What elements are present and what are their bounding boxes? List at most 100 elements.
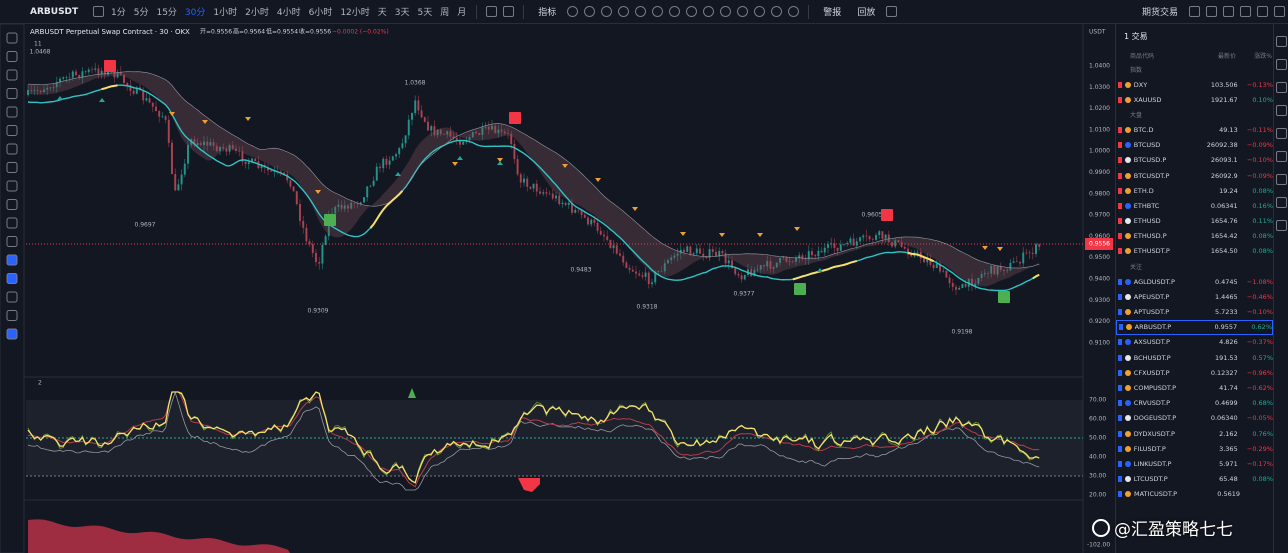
watchlist-row[interactable]: BTC.D 49.13 −0.11% — [1116, 122, 1273, 137]
watchlist-row[interactable]: BTCUSD.P 26093.1 −0.10% — [1116, 153, 1273, 168]
interval[interactable]: 5分 — [133, 8, 149, 18]
icon[interactable] — [1276, 128, 1287, 139]
icon[interactable] — [1274, 6, 1285, 17]
watchlist-row[interactable]: AXSUSDT.P 4.826 −0.37% — [1116, 335, 1273, 350]
watchlist-row[interactable]: DXY 103.506 −0.13% — [1116, 77, 1273, 92]
icon[interactable] — [1276, 59, 1287, 70]
watchlist-row[interactable]: BCHUSDT.P 191.53 0.57% — [1116, 350, 1273, 365]
interval[interactable]: 天 — [377, 8, 387, 18]
watchlist-row[interactable]: CFXUSDT.P 0.12327 −0.96% — [1116, 365, 1273, 380]
icon[interactable] — [886, 6, 898, 17]
icon[interactable] — [1276, 151, 1287, 162]
watchlist-row[interactable]: CRVUSDT.P 0.4699 0.68% — [1116, 396, 1273, 411]
icon[interactable] — [1240, 6, 1251, 17]
section-title[interactable]: 关注 — [1130, 264, 1143, 272]
interval[interactable]: 12小时 — [340, 8, 370, 18]
watchlist-row[interactable]: LTCUSDT.P 65.48 0.08% — [1116, 472, 1273, 487]
watchlist-row[interactable]: DYDXUSDT.P 2.162 0.76% — [1116, 426, 1273, 441]
trade-button[interactable]: 期货交易 — [1141, 8, 1178, 18]
watchlist-row[interactable]: DOGEUSDT.P 0.06340 −0.05% — [1116, 411, 1273, 426]
watchlist-row[interactable]: BTCUSDT.P 26092.9 −0.09% — [1116, 168, 1273, 183]
watchlist-row[interactable]: COMPUSDT.P 41.74 −0.62% — [1116, 380, 1273, 395]
tool-icon[interactable] — [6, 180, 18, 192]
symbol[interactable]: ARBUSDT — [30, 6, 79, 17]
watchlist-row[interactable]: ETHUSD.P 1654.42 0.08% — [1116, 229, 1273, 244]
icon[interactable] — [601, 6, 613, 17]
icon[interactable] — [503, 6, 515, 17]
icon[interactable] — [771, 6, 783, 17]
tool-icon[interactable] — [6, 32, 18, 44]
icon[interactable] — [686, 6, 698, 17]
icon[interactable] — [1257, 6, 1268, 17]
tool-icon[interactable] — [6, 310, 18, 321]
icon[interactable] — [703, 6, 715, 17]
icon[interactable] — [652, 6, 664, 17]
icon[interactable] — [788, 6, 800, 17]
interval[interactable]: 6小时 — [308, 8, 333, 18]
tool-icon[interactable] — [6, 328, 18, 340]
alert-button[interactable]: 警报 — [823, 8, 842, 18]
indicators-button[interactable]: 指标 — [538, 8, 557, 18]
icon[interactable] — [567, 6, 579, 17]
interval[interactable]: 周 — [440, 8, 450, 18]
watchlist-row[interactable]: XAUUSD 1921.67 0.10% — [1116, 92, 1273, 107]
watchlist-row[interactable]: AGLDUSDT.P 0.4745 −1.08% — [1116, 274, 1273, 289]
icon[interactable] — [1206, 6, 1217, 17]
tool-icon[interactable] — [6, 143, 18, 155]
icon[interactable] — [669, 6, 681, 17]
interval[interactable]: 30分 — [184, 8, 206, 18]
replay-button[interactable]: 回放 — [857, 8, 876, 18]
column-title[interactable]: 商品代码 — [1130, 52, 1155, 60]
tool-icon[interactable] — [6, 254, 18, 266]
watchlist-row[interactable]: ETHBTC 0.06341 0.16% — [1116, 198, 1273, 213]
icon[interactable] — [635, 6, 647, 17]
section-title[interactable]: 指数 — [1130, 67, 1143, 74]
watchlist-row[interactable]: MATICUSDT.P 0.5619 — [1116, 487, 1273, 502]
icon[interactable] — [720, 6, 732, 17]
icon[interactable] — [1276, 36, 1287, 47]
watchlist-row[interactable]: BTCUSD 26092.38 −0.09% — [1116, 138, 1273, 153]
icon[interactable] — [754, 6, 766, 17]
icon[interactable] — [1276, 174, 1287, 185]
tool-icon[interactable] — [6, 199, 18, 210]
section-title[interactable]: 大盘 — [1130, 112, 1143, 120]
tool-icon[interactable] — [6, 217, 18, 229]
tool-icon[interactable] — [6, 106, 18, 118]
icon[interactable] — [1276, 82, 1287, 93]
interval[interactable]: 1小时 — [213, 8, 238, 18]
icon[interactable] — [1276, 197, 1287, 208]
watchlist-row[interactable]: ARBUSDT.P 0.9557 0.62% — [1116, 319, 1273, 335]
tool-icon[interactable] — [6, 273, 18, 284]
tool-icon[interactable] — [6, 51, 18, 62]
interval[interactable]: 3天 — [394, 8, 410, 18]
icon[interactable] — [737, 6, 749, 17]
icon[interactable] — [486, 6, 498, 17]
column-title[interactable]: 最新价 — [1217, 52, 1236, 60]
tool-icon[interactable] — [6, 236, 18, 247]
interval[interactable]: 1分 — [111, 8, 126, 18]
tool-icon[interactable] — [6, 69, 18, 81]
watchlist-row[interactable]: ETH.D 19.24 0.08% — [1116, 183, 1273, 198]
interval[interactable]: 15分 — [156, 8, 177, 18]
icon[interactable] — [1223, 6, 1234, 17]
column-title[interactable]: 涨跌% — [1254, 52, 1272, 60]
watchlist-row[interactable]: APEUSDT.P 1.4465 −0.46% — [1116, 289, 1273, 304]
icon[interactable] — [1276, 105, 1287, 116]
icon[interactable] — [93, 6, 104, 17]
interval[interactable]: 月 — [457, 8, 467, 18]
interval[interactable]: 4小时 — [276, 8, 301, 18]
interval[interactable]: 2小时 — [245, 8, 269, 18]
icon[interactable] — [1276, 220, 1287, 231]
watchlist-row[interactable]: FILUSDT.P 3.365 −0.29% — [1116, 441, 1273, 456]
tool-icon[interactable] — [6, 88, 18, 99]
tool-icon[interactable] — [6, 162, 18, 173]
watchlist-row[interactable]: APTUSDT.P 5.7233 −0.10% — [1116, 304, 1273, 319]
icon[interactable] — [618, 6, 630, 17]
watchlist-row[interactable]: ETHUSDT.P 1654.50 0.08% — [1116, 244, 1273, 259]
watchlist-row[interactable]: ETHUSD 1654.76 0.11% — [1116, 214, 1273, 229]
icon[interactable] — [584, 6, 596, 17]
tool-icon[interactable] — [6, 291, 18, 303]
tool-icon[interactable] — [6, 125, 18, 136]
interval[interactable]: 5天 — [417, 8, 433, 18]
watchlist-row[interactable]: LINKUSDT.P 5.971 −0.17% — [1116, 456, 1273, 471]
